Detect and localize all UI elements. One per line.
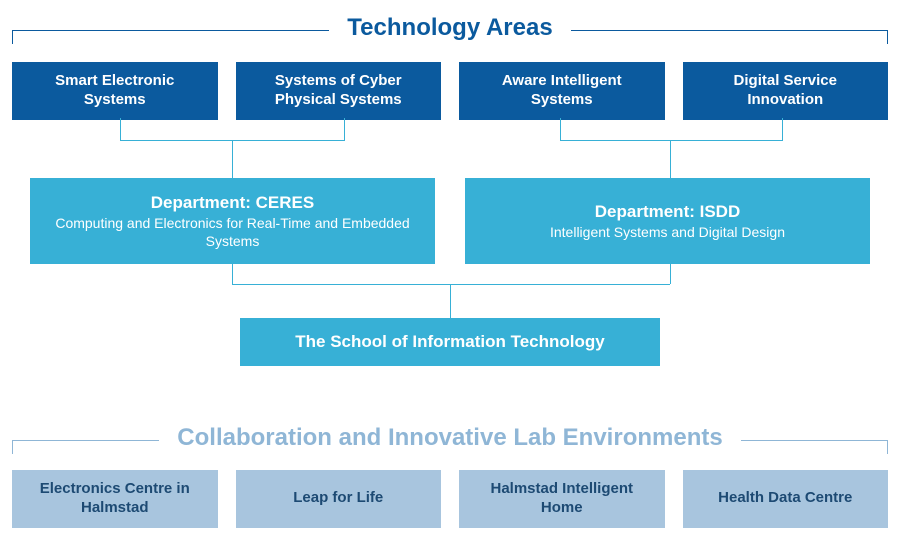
department-subtitle: Intelligent Systems and Digital Design xyxy=(550,224,785,242)
department-title: Department: ISDD xyxy=(595,201,740,222)
lab-box: Leap for Life xyxy=(236,470,442,528)
tech-area-box: Smart Electronic Systems xyxy=(12,62,218,120)
department-subtitle: Computing and Electronics for Real-Time … xyxy=(42,215,423,250)
school-row: The School of Information Technology xyxy=(12,318,888,366)
department-box: Department: CERES Computing and Electron… xyxy=(30,178,435,264)
connector-line xyxy=(782,118,783,140)
connector-line xyxy=(670,264,671,284)
lab-box: Halmstad Intelligent Home xyxy=(459,470,665,528)
connector-line xyxy=(232,140,233,178)
lab-label: Health Data Centre xyxy=(718,489,852,508)
connector-line xyxy=(232,284,670,285)
connector-line xyxy=(670,140,671,178)
tech-areas-row: Smart Electronic Systems Systems of Cybe… xyxy=(12,62,888,120)
lab-label: Electronics Centre in Halmstad xyxy=(24,480,206,518)
tech-title: Technology Areas xyxy=(0,14,900,42)
tech-area-label: Aware Intelligent Systems xyxy=(471,72,653,110)
tech-area-label: Digital Service Innovation xyxy=(695,72,877,110)
connector-line xyxy=(232,264,233,284)
school-box: The School of Information Technology xyxy=(240,318,660,366)
school-label: The School of Information Technology xyxy=(295,331,604,352)
department-box: Department: ISDD Intelligent Systems and… xyxy=(465,178,870,264)
tech-area-box: Aware Intelligent Systems xyxy=(459,62,665,120)
tech-area-label: Systems of Cyber Physical Systems xyxy=(248,72,430,110)
lab-box: Electronics Centre in Halmstad xyxy=(12,470,218,528)
connector-line xyxy=(450,284,451,318)
connector-line xyxy=(120,118,121,140)
tech-area-label: Smart Electronic Systems xyxy=(24,72,206,110)
lab-label: Leap for Life xyxy=(293,489,383,508)
department-title: Department: CERES xyxy=(151,192,314,213)
tech-title-text: Technology Areas xyxy=(329,14,570,42)
lab-box: Health Data Centre xyxy=(683,470,889,528)
departments-row: Department: CERES Computing and Electron… xyxy=(30,178,870,264)
connector-line xyxy=(344,118,345,140)
tech-area-box: Digital Service Innovation xyxy=(683,62,889,120)
labs-row: Electronics Centre in Halmstad Leap for … xyxy=(12,470,888,528)
collab-title: Collaboration and Innovative Lab Environ… xyxy=(0,424,900,452)
connector-line xyxy=(560,118,561,140)
lab-label: Halmstad Intelligent Home xyxy=(471,480,653,518)
tech-area-box: Systems of Cyber Physical Systems xyxy=(236,62,442,120)
collab-title-text: Collaboration and Innovative Lab Environ… xyxy=(159,424,740,452)
connector-line xyxy=(560,140,783,141)
